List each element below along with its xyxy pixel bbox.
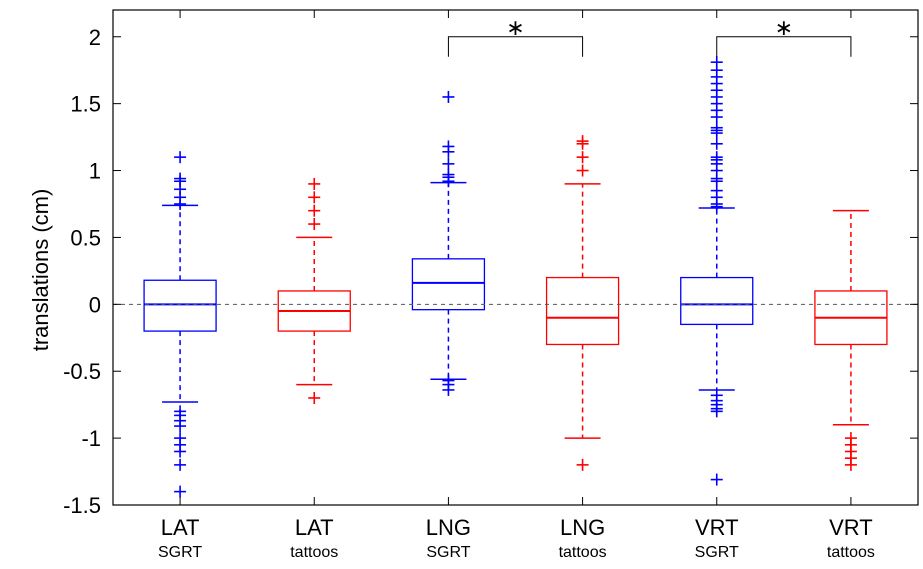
box-vrt-tattoos <box>814 10 888 505</box>
y-tick-label: 1 <box>89 159 101 184</box>
x-category-label: LNG <box>426 515 471 540</box>
outlier-marker <box>442 90 455 103</box>
significance-bracket: ∗ <box>716 15 852 57</box>
outlier-marker <box>710 121 723 134</box>
outlier-marker <box>710 473 723 486</box>
outlier-marker <box>844 458 857 471</box>
outlier-marker <box>174 420 187 433</box>
outlier-marker <box>174 458 187 471</box>
outlier-marker <box>576 458 589 471</box>
box-lng-tattoos <box>545 10 620 505</box>
x-category-sublabel: tattoos <box>559 544 607 561</box>
significance-bracket: ∗ <box>447 15 584 57</box>
iqr-box <box>545 276 620 346</box>
box-lng-sgrt <box>411 10 486 505</box>
axes-layer: 2 1.5 1 0.5 0 -0.5 -1 -1.5 LAT SGRT LAT tattoos LNG S… <box>63 9 919 561</box>
outlier-marker <box>710 405 723 418</box>
y-axis-title: translations (cm) <box>28 189 53 352</box>
outlier-marker <box>442 383 455 396</box>
y-tick-label: -0.5 <box>63 359 101 384</box>
x-category-label: LAT <box>295 515 334 540</box>
iqr-box <box>411 258 486 311</box>
outlier-marker <box>308 177 321 190</box>
boxes-layer <box>143 10 888 505</box>
outlier-marker <box>308 204 321 217</box>
x-category-label: LAT <box>161 515 200 540</box>
iqr-box <box>143 279 217 332</box>
y-tick-label: -1 <box>81 426 101 451</box>
outlier-marker <box>174 485 187 498</box>
outlier-marker <box>710 56 723 69</box>
y-tick-label: -1.5 <box>63 493 101 518</box>
box-lat-tattoos <box>277 10 351 505</box>
plot-frame <box>112 9 919 506</box>
y-tick-label: 2 <box>89 25 101 50</box>
outlier-marker <box>710 137 723 150</box>
outlier-marker <box>576 135 589 148</box>
x-category-sublabel: SGRT <box>695 544 739 561</box>
x-category-label: VRT <box>695 515 739 540</box>
outlier-marker <box>576 151 589 164</box>
significance-marker: ∗ <box>775 15 793 40</box>
bracket-line <box>447 36 584 57</box>
y-tick-label: 0.5 <box>70 225 101 250</box>
outlier-marker <box>442 168 455 181</box>
x-category-sublabel: tattoos <box>290 544 338 561</box>
x-category-label: VRT <box>829 515 873 540</box>
outlier-marker <box>442 140 455 153</box>
outlier-marker <box>308 391 321 404</box>
outlier-marker <box>710 151 723 164</box>
outlier-marker <box>576 164 589 177</box>
outlier-marker <box>308 218 321 231</box>
y-tick-label: 0 <box>89 292 101 317</box>
significance-marker: ∗ <box>506 15 524 40</box>
bracket-line <box>716 36 852 57</box>
outlier-marker <box>308 191 321 204</box>
outlier-marker <box>442 157 455 170</box>
x-category-sublabel: SGRT <box>158 544 202 561</box>
x-category-sublabel: SGRT <box>426 544 470 561</box>
iqr-box <box>680 276 754 326</box>
box-lat-sgrt <box>143 10 217 505</box>
x-category-sublabel: tattoos <box>827 544 875 561</box>
x-category-label: LNG <box>560 515 605 540</box>
outlier-marker <box>174 172 187 185</box>
y-tick-label: 1.5 <box>70 92 101 117</box>
outlier-marker <box>174 151 187 164</box>
outlier-marker <box>174 445 187 458</box>
box-vrt-sgrt <box>680 10 754 505</box>
